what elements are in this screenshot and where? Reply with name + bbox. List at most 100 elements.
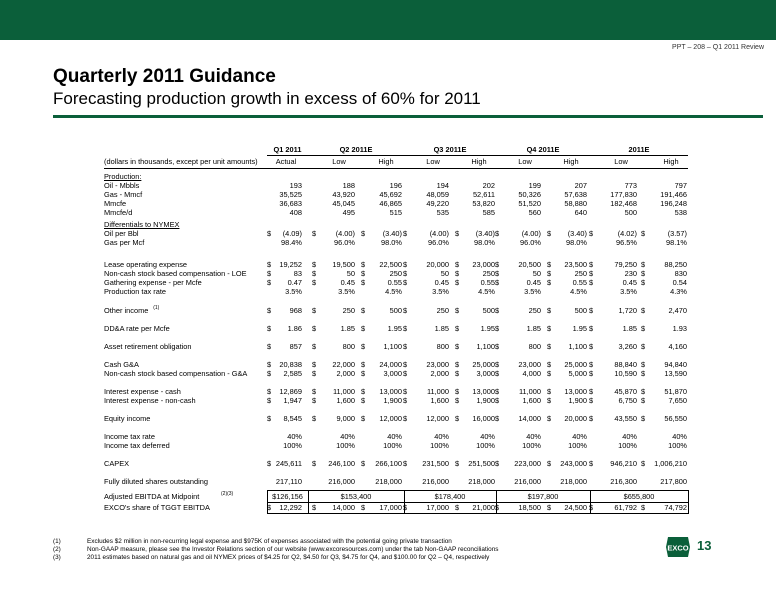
value-cell: 23,500 bbox=[564, 260, 587, 269]
row-label: Interest expense - non-cash bbox=[104, 396, 196, 405]
value-cell: 1,600 bbox=[430, 396, 450, 405]
value-cell: 1,100 bbox=[383, 342, 403, 351]
value-cell: 408 bbox=[289, 208, 302, 217]
dollar-sign: $ bbox=[455, 414, 460, 423]
dollar-sign: $ bbox=[403, 278, 408, 287]
value-cell: 250 bbox=[436, 306, 449, 315]
value-cell: 182,468 bbox=[610, 199, 637, 208]
table-row: Interest expense - cash $12,869 $11,000 $13… bbox=[104, 387, 687, 397]
value-cell: 3,000 bbox=[476, 369, 496, 378]
period-header: Q3 2011E bbox=[433, 145, 467, 154]
table-row: Non-cash stock based compensation - LOE $… bbox=[104, 269, 687, 279]
table-row: Gathering expense - per Mcfe $0.47 $0.45 $0… bbox=[104, 278, 687, 288]
dollar-sign: $ bbox=[589, 324, 594, 333]
dollar-sign: $ bbox=[455, 278, 460, 287]
value-cell: 20,500 bbox=[518, 260, 541, 269]
value-cell: 100% bbox=[283, 441, 302, 450]
dollar-sign: $ bbox=[589, 387, 594, 396]
value-cell: 797 bbox=[674, 181, 687, 190]
value-cell: 773 bbox=[624, 181, 637, 190]
footnote-number: (1) bbox=[53, 538, 61, 545]
dollar-sign: $ bbox=[641, 306, 646, 315]
value-cell: 98.0% bbox=[566, 238, 587, 247]
value-cell: 1.85 bbox=[526, 324, 541, 333]
value-cell: 1,600 bbox=[336, 396, 356, 405]
value-cell: 1.85 bbox=[340, 324, 355, 333]
row-label: Fully diluted shares outstanding bbox=[104, 477, 208, 486]
dollar-sign: $ bbox=[547, 360, 552, 369]
value-cell: 538 bbox=[674, 208, 687, 217]
subcolumn-header: High bbox=[378, 157, 394, 166]
page-subtitle: Forecasting production growth in excess … bbox=[53, 89, 481, 108]
row-label: Mmcfe/d bbox=[104, 208, 133, 217]
value-cell: 22,500 bbox=[379, 260, 402, 269]
dollar-sign: $ bbox=[361, 414, 366, 423]
value-cell: 217,110 bbox=[275, 477, 302, 486]
dollar-sign: $ bbox=[403, 369, 408, 378]
dollar-sign: $ bbox=[361, 387, 366, 396]
value-cell: 36,683 bbox=[279, 199, 302, 208]
value-cell: 194 bbox=[436, 181, 449, 190]
value-cell: 79,250 bbox=[614, 260, 637, 269]
page-title: Quarterly 2011 Guidance bbox=[53, 66, 276, 87]
value-cell: 4,000 bbox=[522, 369, 542, 378]
value-cell: 3.5% bbox=[620, 287, 637, 296]
value-cell: 1.95 bbox=[572, 324, 587, 333]
dollar-sign: $ bbox=[361, 396, 366, 405]
footnote-text: 2011 estimates based on natural gas and … bbox=[87, 554, 490, 561]
value-cell: 12,000 bbox=[426, 414, 449, 423]
value-cell: 96.0% bbox=[520, 238, 541, 247]
value-cell: 2,000 bbox=[336, 369, 356, 378]
dollar-sign: $ bbox=[361, 306, 366, 315]
dollar-sign: $ bbox=[403, 342, 408, 351]
value-cell: 58,880 bbox=[564, 199, 587, 208]
dollar-sign: $ bbox=[312, 414, 317, 423]
dollar-sign: $ bbox=[455, 369, 460, 378]
value-cell: 250 bbox=[389, 269, 402, 278]
value-cell: 98.1% bbox=[666, 238, 687, 247]
dollar-sign: $ bbox=[547, 369, 552, 378]
exco-logo-icon: EXCO bbox=[666, 537, 690, 557]
value-cell: 207 bbox=[574, 181, 587, 190]
row-label: Income tax rate bbox=[104, 432, 155, 441]
value-cell: 1,900 bbox=[568, 396, 588, 405]
ebitda-value: $178,400 bbox=[434, 492, 466, 501]
value-cell: 223,000 bbox=[514, 459, 541, 468]
footnote-text: Excludes $2 million in non-recurring leg… bbox=[87, 538, 452, 545]
value-cell: 243,000 bbox=[560, 459, 587, 468]
value-cell: 1.86 bbox=[287, 324, 302, 333]
row-label: Other income bbox=[104, 306, 149, 315]
table-row: Equity income $8,545 $9,000 $12,000 $12,000 $… bbox=[104, 414, 687, 424]
value-cell: (3.57) bbox=[667, 229, 687, 238]
value-cell: 3.5% bbox=[432, 287, 449, 296]
dollar-sign: $ bbox=[589, 459, 594, 468]
value-cell: 50 bbox=[346, 269, 355, 278]
value-cell: (4.00) bbox=[429, 229, 449, 238]
table-row: Mmcfe/d 408 495 515 535 585 560 640 500 538 bbox=[104, 208, 687, 218]
dollar-sign: $ bbox=[267, 387, 272, 396]
dollar-sign: $ bbox=[641, 459, 646, 468]
table-row: DD&A rate per Mcfe $1.86 $1.85 $1.95 $1.85 $1… bbox=[104, 324, 687, 334]
value-cell: 231,500 bbox=[422, 459, 449, 468]
value-cell: 250 bbox=[574, 269, 587, 278]
footnote-number: (3) bbox=[53, 554, 61, 561]
dollar-sign: $ bbox=[403, 459, 408, 468]
ebitda-value: $197,800 bbox=[527, 492, 559, 501]
value-cell: 22,000 bbox=[332, 360, 355, 369]
value-cell: 45,870 bbox=[614, 387, 637, 396]
value-cell: 4.5% bbox=[385, 287, 402, 296]
value-cell: 1.85 bbox=[434, 324, 449, 333]
dollar-sign: $ bbox=[361, 360, 366, 369]
value-cell: 88,840 bbox=[614, 360, 637, 369]
dollar-sign: $ bbox=[495, 269, 500, 278]
dollar-sign: $ bbox=[312, 278, 317, 287]
value-cell: 45,045 bbox=[332, 199, 355, 208]
dollar-sign: $ bbox=[312, 503, 317, 512]
value-cell: 1.95 bbox=[387, 324, 402, 333]
value-cell: 0.55 bbox=[572, 278, 587, 287]
row-label: Gas per Mcf bbox=[104, 238, 145, 247]
value-cell: 20,000 bbox=[564, 414, 587, 423]
value-cell: 0.45 bbox=[340, 278, 355, 287]
value-cell: 3.5% bbox=[524, 287, 541, 296]
header-periods-row: Q1 2011 Q2 2011E Q3 2011E Q4 2011E 2011E bbox=[104, 145, 670, 155]
